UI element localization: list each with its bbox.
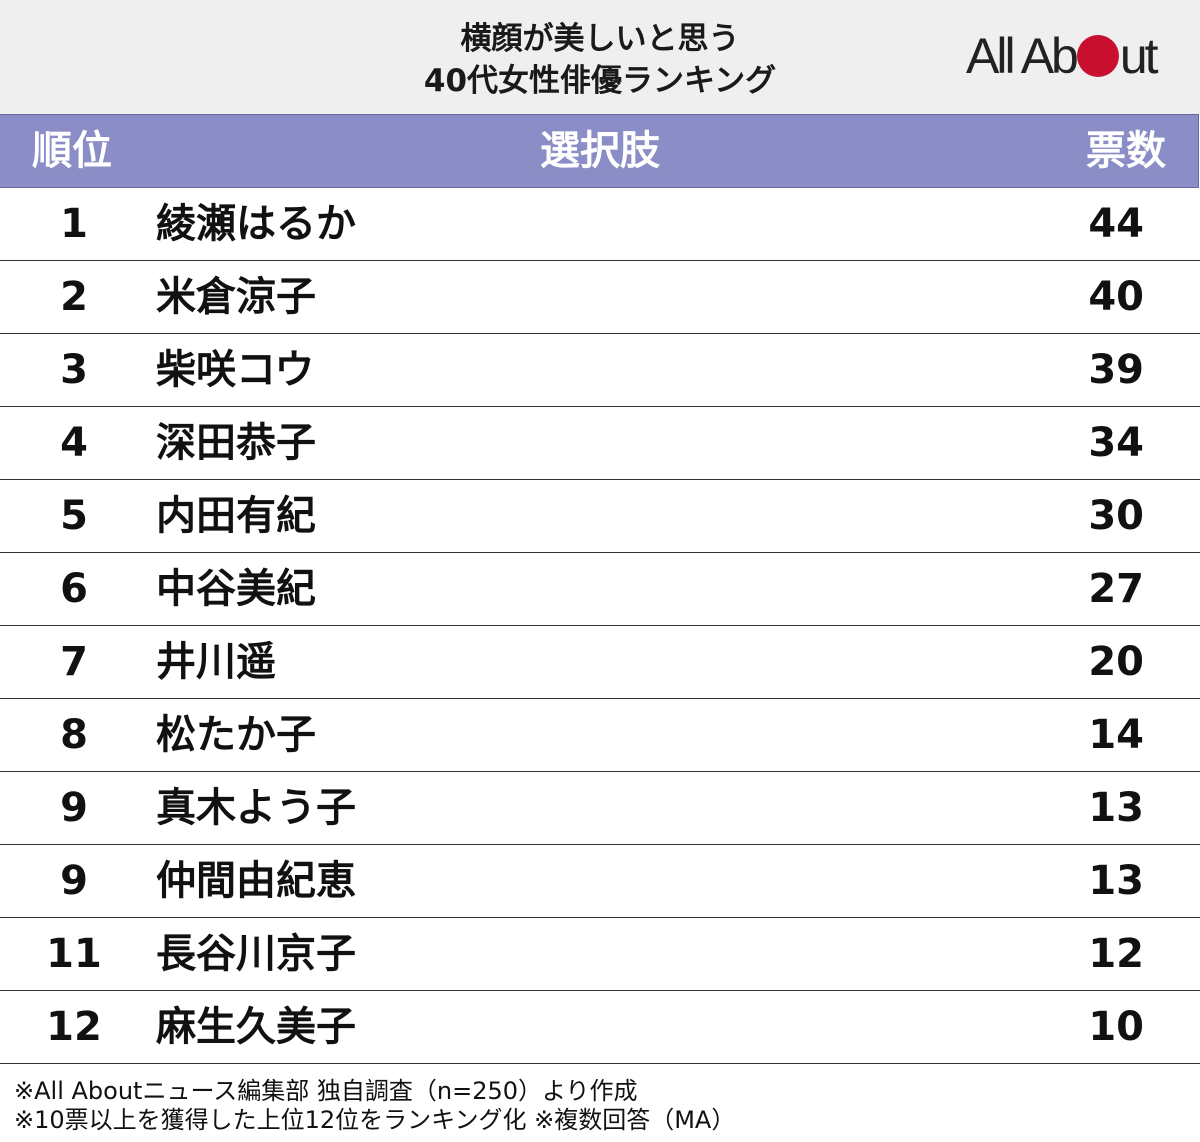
- votes-cell: 10: [1088, 1004, 1144, 1050]
- header-choice: 選択肢: [540, 128, 660, 174]
- name-cell: 井川遥: [156, 639, 276, 685]
- logo-red-dot-icon: [1076, 35, 1119, 77]
- footnotes: ※All Aboutニュース編集部 独自調査（n=250）より作成 ※10票以上…: [14, 1077, 735, 1135]
- table-row: 12 麻生久美子 10: [0, 991, 1200, 1064]
- footnote-source: ※All Aboutニュース編集部 独自調査（n=250）より作成: [14, 1077, 638, 1105]
- table-header: 選択肢 順位 票数: [0, 114, 1199, 188]
- name-cell: 仲間由紀恵: [156, 858, 356, 904]
- table-row: 8 松たか子 14: [0, 699, 1200, 772]
- footnote-method: ※10票以上を獲得した上位12位をランキング化 ※複数回答（MA）: [14, 1106, 736, 1134]
- votes-cell: 44: [1088, 201, 1144, 247]
- rank-cell: 8: [60, 712, 88, 758]
- name-cell: 綾瀬はるか: [156, 201, 356, 247]
- votes-cell: 14: [1088, 712, 1144, 758]
- votes-cell: 30: [1088, 493, 1144, 539]
- header-rank: 順位: [32, 128, 112, 174]
- votes-cell: 12: [1088, 931, 1144, 977]
- all-about-logo: All Ab ut: [966, 26, 1159, 86]
- rank-cell: 3: [60, 347, 88, 393]
- votes-cell: 39: [1088, 347, 1144, 393]
- name-cell: 柴咲コウ: [156, 347, 315, 393]
- rank-cell: 6: [60, 566, 88, 612]
- name-cell: 真木よう子: [156, 785, 356, 831]
- rank-cell: 2: [60, 274, 88, 320]
- table-row: 4 深田恭子 34: [0, 407, 1200, 480]
- votes-cell: 20: [1088, 639, 1144, 685]
- table-row: 9 真木よう子 13: [0, 772, 1200, 845]
- name-cell: 深田恭子: [156, 420, 316, 466]
- table-row: 6 中谷美紀 27: [0, 553, 1200, 626]
- rank-cell: 9: [60, 858, 88, 904]
- votes-cell: 13: [1088, 858, 1144, 904]
- votes-cell: 27: [1088, 566, 1144, 612]
- name-cell: 麻生久美子: [156, 1004, 356, 1050]
- chart-title: 横顔が美しいと思う 40代女性俳優ランキング: [300, 18, 900, 102]
- rank-cell: 4: [60, 420, 88, 466]
- votes-cell: 13: [1088, 785, 1144, 831]
- header: 横顔が美しいと思う 40代女性俳優ランキング All Ab ut: [0, 0, 1200, 114]
- votes-cell: 34: [1088, 420, 1144, 466]
- name-cell: 米倉涼子: [156, 274, 316, 320]
- ranking-table-body: 1 綾瀬はるか 44 2 米倉涼子 40 3 柴咲コウ 39 4 深田恭子 34 5 内田有紀 30 6 中谷美…: [0, 188, 1200, 1064]
- rank-cell: 11: [46, 931, 102, 977]
- rank-cell: 12: [46, 1004, 102, 1050]
- rank-cell: 1: [60, 201, 88, 247]
- logo-text-left: All Ab: [966, 28, 1079, 84]
- votes-cell: 40: [1088, 274, 1144, 320]
- name-cell: 中谷美紀: [156, 566, 316, 612]
- table-row: 9 仲間由紀恵 13: [0, 845, 1200, 918]
- rank-cell: 5: [60, 493, 88, 539]
- table-row: 11 長谷川京子 12: [0, 918, 1200, 991]
- rank-cell: 9: [60, 785, 88, 831]
- name-cell: 松たか子: [156, 712, 316, 758]
- name-cell: 長谷川京子: [156, 931, 356, 977]
- header-votes: 票数: [1086, 128, 1166, 174]
- rank-cell: 7: [60, 639, 88, 685]
- table-row: 5 内田有紀 30: [0, 480, 1200, 553]
- table-row: 1 綾瀬はるか 44: [0, 188, 1200, 261]
- table-row: 3 柴咲コウ 39: [0, 334, 1200, 407]
- table-row: 7 井川遥 20: [0, 626, 1200, 699]
- logo-text-right: ut: [1119, 28, 1159, 84]
- title-line-1: 横顔が美しいと思う: [460, 21, 740, 57]
- title-line-2: 40代女性俳優ランキング: [423, 63, 777, 99]
- table-row: 2 米倉涼子 40: [0, 261, 1200, 334]
- name-cell: 内田有紀: [156, 493, 316, 539]
